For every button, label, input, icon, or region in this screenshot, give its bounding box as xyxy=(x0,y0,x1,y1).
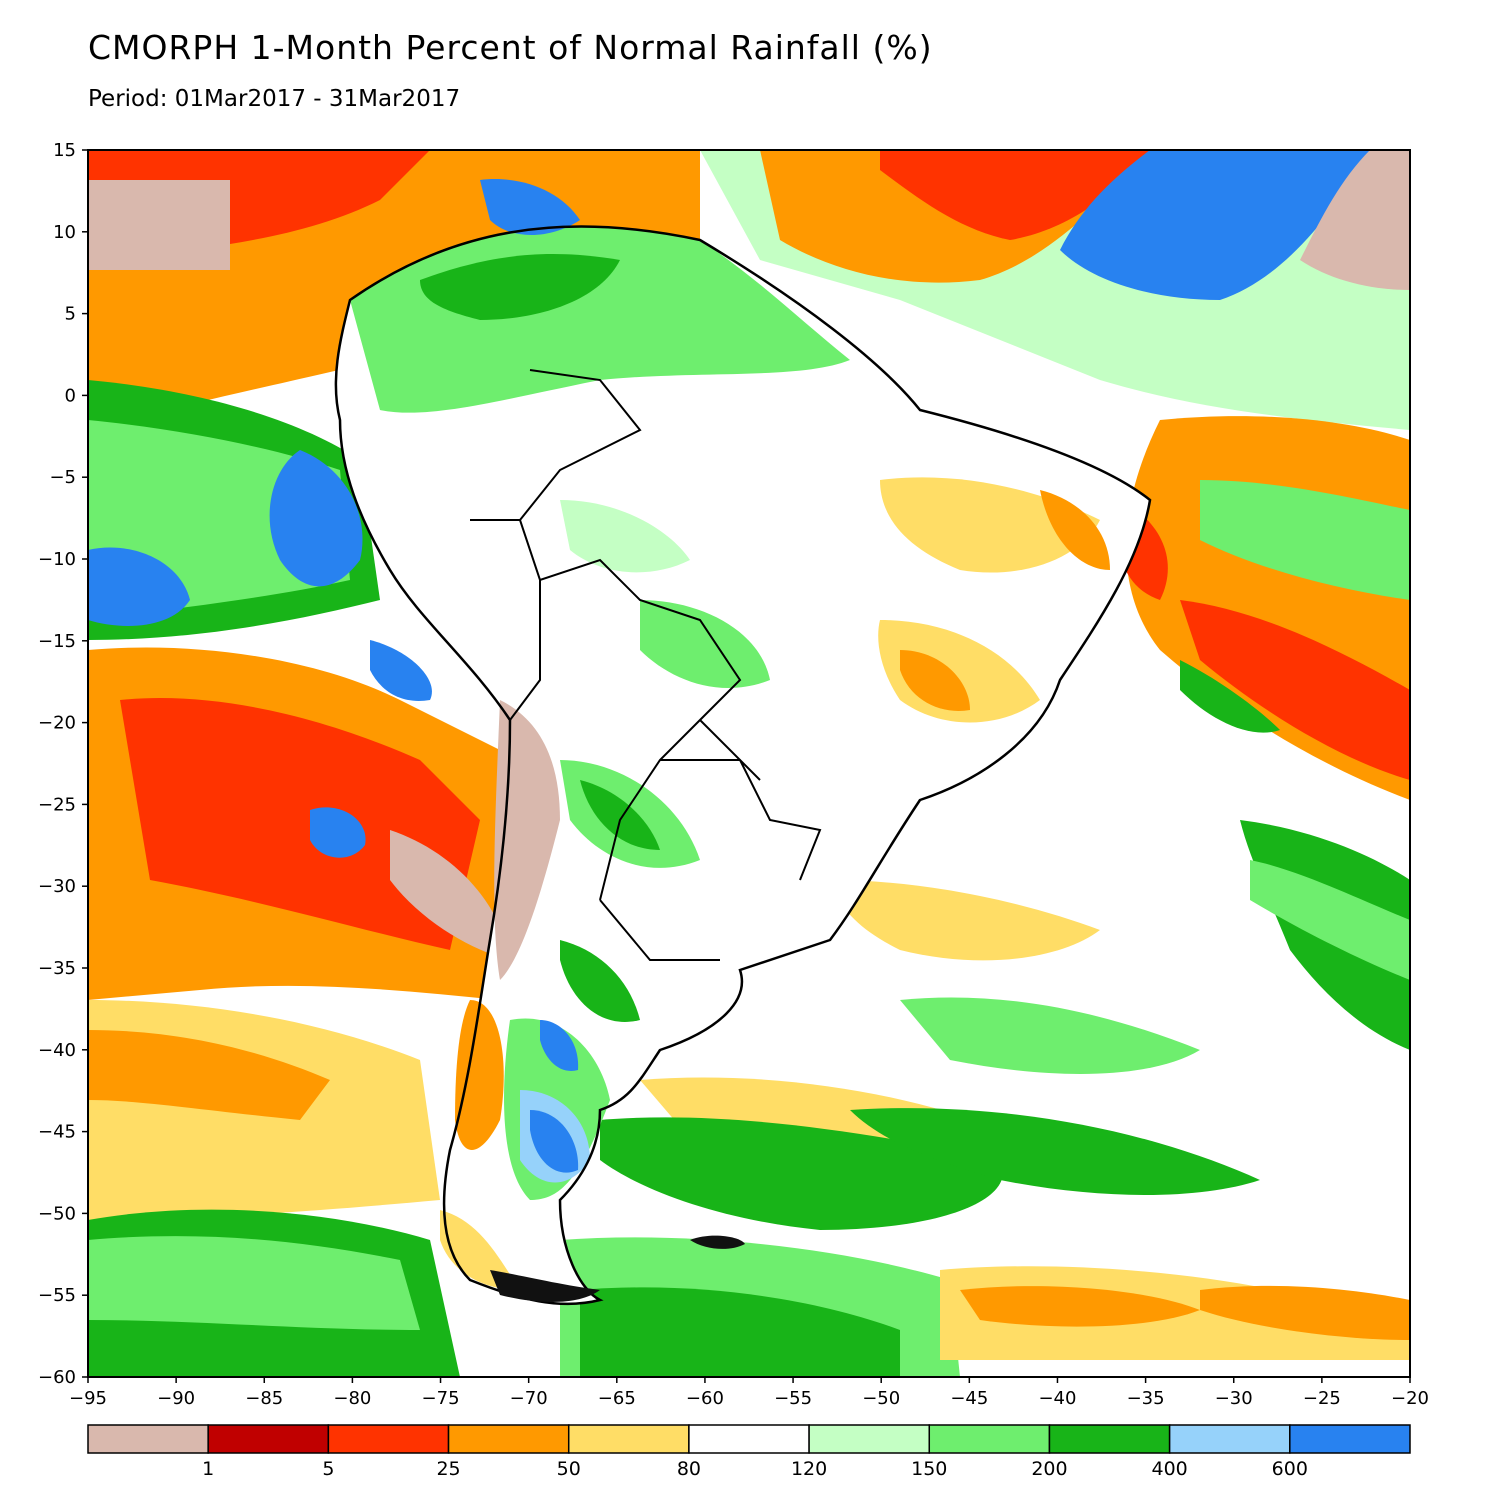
lat-tick-label: 5 xyxy=(65,304,76,325)
lat-tick-label: −55 xyxy=(38,1285,76,1306)
lat-tick-label: −5 xyxy=(49,467,76,488)
colorbar-swatch xyxy=(207,1424,330,1454)
colorbar: 1 5 25 50 80 120 150 200 400 600 xyxy=(87,1424,1411,1480)
lon-tick-label: −40 xyxy=(1038,1388,1076,1409)
colorbar-swatch xyxy=(327,1424,450,1454)
colorbar-swatch xyxy=(1289,1424,1411,1454)
lat-tick-label: −10 xyxy=(38,549,76,570)
colorbar-label: 600 xyxy=(1272,1458,1308,1480)
lon-tick-label: −60 xyxy=(686,1388,724,1409)
colorbar-label: 1 xyxy=(202,1458,214,1480)
lat-tick-label: −60 xyxy=(38,1367,76,1388)
colorbar-swatch xyxy=(928,1424,1051,1454)
colorbar-label: 200 xyxy=(1031,1458,1067,1480)
lon-tick-label: −70 xyxy=(510,1388,548,1409)
lon-tick-label: −25 xyxy=(1303,1388,1341,1409)
colorbar-label: 50 xyxy=(557,1458,581,1480)
colorbar-swatch xyxy=(1048,1424,1171,1454)
lon-tick-label: −20 xyxy=(1391,1388,1429,1409)
lat-tick-label: 10 xyxy=(53,222,76,243)
colorbar-label: 120 xyxy=(791,1458,827,1480)
lat-tick-label: −40 xyxy=(38,1040,76,1061)
lat-tick-label: −25 xyxy=(38,794,76,815)
map-title: CMORPH 1-Month Percent of Normal Rainfal… xyxy=(88,28,933,67)
colorbar-label: 80 xyxy=(677,1458,701,1480)
lon-tick-label: −30 xyxy=(1215,1388,1253,1409)
lon-tick-label: −90 xyxy=(157,1388,195,1409)
colorbar-swatch xyxy=(1168,1424,1291,1454)
lat-tick-label: 0 xyxy=(65,385,76,406)
colorbar-label: 400 xyxy=(1152,1458,1188,1480)
colorbar-label: 150 xyxy=(911,1458,947,1480)
lon-tick-label: −35 xyxy=(1127,1388,1165,1409)
lon-tick-label: −75 xyxy=(422,1388,460,1409)
colorbar-label: 25 xyxy=(436,1458,460,1480)
rainfall-field xyxy=(88,150,1410,1377)
lat-tick-label: −30 xyxy=(38,876,76,897)
map-subtitle: Period: 01Mar2017 - 31Mar2017 xyxy=(88,86,461,112)
lon-tick-label: −50 xyxy=(862,1388,900,1409)
lon-tick-label: −95 xyxy=(69,1388,107,1409)
colorbar-swatch xyxy=(808,1424,931,1454)
colorbar-swatch xyxy=(87,1424,209,1454)
lat-tick-label: −15 xyxy=(38,631,76,652)
lon-tick-label: −45 xyxy=(950,1388,988,1409)
lon-tick-label: −80 xyxy=(333,1388,371,1409)
colorbar-label: 5 xyxy=(322,1458,334,1480)
plot-frame xyxy=(87,149,1411,1378)
colorbar-swatch xyxy=(567,1424,690,1454)
lon-tick-label: −65 xyxy=(598,1388,636,1409)
lat-tick-label: 15 xyxy=(53,140,76,161)
lon-tick-label: −55 xyxy=(774,1388,812,1409)
colorbar-swatch xyxy=(447,1424,570,1454)
lon-tick-label: −85 xyxy=(245,1388,283,1409)
map-axes: −95 −90 −85 −80 −75 −70 −65 −60 −55 −50 −45 −40 −35−… xyxy=(38,140,1429,1409)
lat-tick-label: −20 xyxy=(38,713,76,734)
lat-tick-label: −50 xyxy=(38,1203,76,1224)
lat-tick-label: −35 xyxy=(38,958,76,979)
colorbar-swatch xyxy=(688,1424,810,1454)
lat-tick-label: −45 xyxy=(38,1122,76,1143)
